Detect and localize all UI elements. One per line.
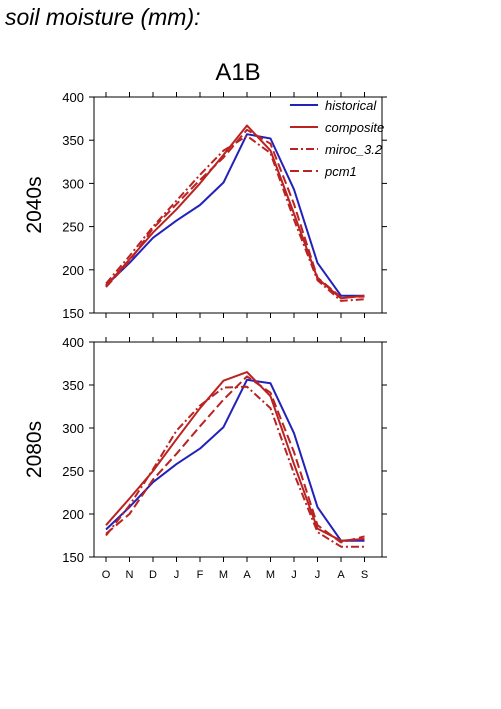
y-tick-label: 250 [62, 220, 84, 235]
legend-label-miroc_3.2: miroc_3.2 [325, 142, 383, 157]
panel-2080s: 150 200 250 300 350 400 2080s [23, 335, 387, 565]
legend: historical composite miroc_3.2 pcm1 [290, 98, 384, 179]
x-tick-label: J [291, 569, 297, 581]
x-tick-label: O [102, 569, 111, 581]
scenario-title: A1B [215, 59, 260, 86]
y-tick-label: 200 [62, 263, 84, 278]
series-line-historical [105, 378, 365, 542]
series-line-historical [105, 133, 365, 297]
x-tick-label: N [126, 569, 134, 581]
series-line-miroc_3.2 [105, 385, 365, 548]
series-line-pcm1 [105, 375, 365, 544]
legend-label-historical: historical [325, 98, 377, 113]
x-tick-label: M [219, 569, 228, 581]
y-tick-label: 200 [62, 507, 84, 522]
y-tick-label: 300 [62, 176, 84, 191]
x-tick-label: J [315, 569, 321, 581]
x-tick-label: S [361, 569, 368, 581]
y-tick-label: 300 [62, 421, 84, 436]
legend-label-composite: composite [325, 120, 384, 135]
row-label: 2040s [23, 176, 46, 233]
series-line-composite [105, 124, 365, 300]
x-tick-label: F [197, 569, 204, 581]
series-line-miroc_3.2 [105, 134, 365, 302]
y-tick-label: 350 [62, 378, 84, 393]
x-tick-label: A [243, 569, 251, 581]
y-tick-label: 400 [62, 335, 84, 350]
panel-2040s: 150 200 250 300 350 400 2040s [23, 90, 387, 321]
x-tick-label: M [266, 569, 275, 581]
x-tick-label: J [174, 569, 180, 581]
x-tick-label: D [149, 569, 157, 581]
page-title: soil moisture (mm): [5, 4, 201, 30]
legend-label-pcm1: pcm1 [324, 164, 357, 179]
y-tick-label: 400 [62, 90, 84, 105]
series-line-composite [105, 371, 365, 542]
y-tick-label: 250 [62, 464, 84, 479]
plot-frame [93, 96, 383, 314]
series-line-pcm1 [105, 128, 365, 299]
x-tick-label: A [337, 569, 345, 581]
row-label: 2080s [23, 421, 46, 478]
y-tick-label: 350 [62, 133, 84, 148]
y-tick-label: 150 [62, 306, 84, 321]
plot-frame [93, 341, 383, 558]
y-tick-label: 150 [62, 550, 84, 565]
